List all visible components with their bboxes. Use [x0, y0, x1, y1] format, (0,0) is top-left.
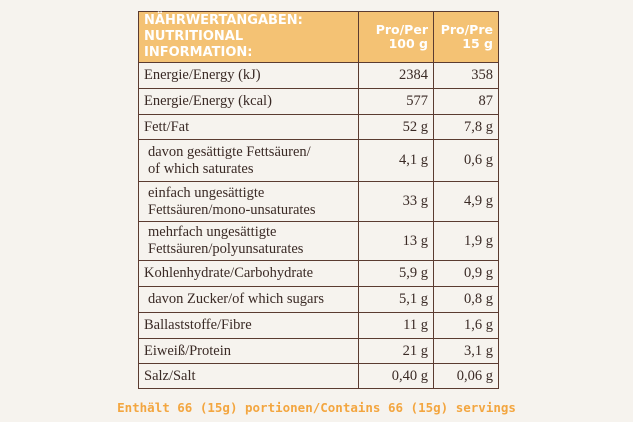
value-per-100g: 11 g: [358, 312, 434, 339]
value-per-100g: 2384: [358, 62, 434, 89]
servings-note: Enthält 66 (15g) portionen/Contains 66 (…: [117, 400, 516, 415]
value-per-15g: 7,8 g: [433, 114, 499, 140]
value-per-15g: 1,6 g: [433, 312, 499, 339]
nutrient-label: einfach ungesättigte Fettsäuren/mono-unsa…: [138, 181, 359, 222]
nutrient-row: mehrfach ungesättigte Fettsäuren/polyunsa…: [138, 221, 499, 261]
nutrient-label-line: Eiweiß/Protein: [144, 342, 231, 359]
nutrient-label: Kohlenhydrate/Carbohydrate: [138, 260, 359, 287]
value-per-15g: 4,9 g: [433, 181, 499, 222]
nutrient-label-line: Salz/Salt: [144, 367, 196, 384]
header-title-line: NUTRITIONAL INFORMATION:: [144, 29, 253, 60]
header-title-line: NÄHRWERTANGABEN:: [144, 13, 303, 28]
nutrient-label: mehrfach ungesättigte Fettsäuren/polyunsa…: [138, 221, 359, 261]
nutrient-label-line: Ballaststoffe/Fibre: [144, 317, 252, 333]
nutrient-label-line: einfach ungesättigte: [148, 184, 265, 201]
nutrient-label-line: mehrfach ungesättigte: [148, 224, 277, 240]
nutrient-label: Salz/Salt: [138, 363, 359, 389]
nutrient-label: davon Zucker/of which sugars: [138, 286, 359, 313]
value-per-15g: 1,9 g: [433, 221, 499, 261]
header-title: NÄHRWERTANGABEN: NUTRITIONAL INFORMATION:: [138, 11, 359, 63]
nutrient-label: Energie/Energy (kcal): [138, 88, 359, 115]
value-per-100g: 33 g: [358, 181, 434, 222]
value-per-100g: 13 g: [358, 221, 434, 261]
value-per-100g: 577: [358, 88, 434, 115]
nutrient-label: Fett/Fat: [138, 114, 359, 140]
header-col-line: Pro/Per: [375, 22, 428, 37]
header-col: Pro/Pre 15 g: [433, 11, 499, 63]
value-per-15g: 0,8 g: [433, 286, 499, 313]
nutrient-row: Energie/Energy (kcal) 577 87: [138, 88, 499, 115]
value-per-15g: 0,9 g: [433, 260, 499, 287]
nutrient-row: Kohlenhydrate/Carbohydrate 5,9 g 0,9 g: [138, 260, 499, 287]
nutrient-label-line: Energie/Energy (kJ): [144, 67, 261, 83]
value-per-100g: 4,1 g: [358, 139, 434, 182]
nutrient-label-line: davon Zucker/of which sugars: [148, 291, 324, 307]
nutrient-row: Fett/Fat 52 g 7,8 g: [138, 114, 499, 140]
nutrient-label: Eiweiß/Protein: [138, 338, 359, 364]
nutrient-row: Salz/Salt 0,40 g 0,06 g: [138, 363, 499, 389]
nutrition-table: NÄHRWERTANGABEN: NUTRITIONAL INFORMATION:…: [138, 11, 499, 389]
header-col-line: Pro/Pre: [440, 22, 493, 37]
value-per-100g: 52 g: [358, 114, 434, 140]
value-per-100g: 5,1 g: [358, 286, 434, 313]
value-per-100g: 21 g: [358, 338, 434, 364]
header-col: Pro/Per 100 g: [358, 11, 434, 63]
value-per-100g: 5,9 g: [358, 260, 434, 287]
nutrient-label-line: of which saturates: [148, 160, 254, 177]
nutrient-row: einfach ungesättigte Fettsäuren/mono-unsa…: [138, 181, 499, 222]
table-body: Energie/Energy (kJ) 2384 358 Energie/Energy…: [138, 62, 499, 389]
value-per-100g: 0,40 g: [358, 363, 434, 389]
nutrient-row: Energie/Energy (kJ) 2384 358: [138, 62, 499, 89]
nutrient-row: davon gesättigte Fettsäuren/of which sat…: [138, 139, 499, 182]
nutrient-row: davon Zucker/of which sugars 5,1 g 0,8 g: [138, 286, 499, 313]
value-per-15g: 358: [433, 62, 499, 89]
nutrient-label-line: Fettsäuren/polyunsaturates: [148, 241, 304, 257]
table-header: NÄHRWERTANGABEN: NUTRITIONAL INFORMATION:…: [138, 11, 499, 63]
value-per-15g: 0,06 g: [433, 363, 499, 389]
nutrient-label: davon gesättigte Fettsäuren/of which sat…: [138, 139, 359, 182]
value-per-15g: 87: [433, 88, 499, 115]
nutrient-label: Energie/Energy (kJ): [138, 62, 359, 89]
nutrient-label-line: Fettsäuren/mono-unsaturates: [148, 201, 316, 218]
nutrient-label-line: Fett/Fat: [144, 118, 190, 135]
nutrient-row: Ballaststoffe/Fibre 11 g 1,6 g: [138, 312, 499, 339]
value-per-15g: 3,1 g: [433, 338, 499, 364]
header-col-line: 100 g: [388, 36, 428, 51]
nutrient-row: Eiweiß/Protein 21 g 3,1 g: [138, 338, 499, 364]
header-col-line: 15 g: [462, 36, 493, 51]
header-row: NÄHRWERTANGABEN: NUTRITIONAL INFORMATION:…: [138, 11, 499, 63]
nutrient-label: Ballaststoffe/Fibre: [138, 312, 359, 339]
value-per-15g: 0,6 g: [433, 139, 499, 182]
nutrient-label-line: davon gesättigte Fettsäuren/: [148, 143, 311, 160]
nutrient-label-line: Kohlenhydrate/Carbohydrate: [144, 265, 314, 281]
table: NÄHRWERTANGABEN: NUTRITIONAL INFORMATION:…: [138, 11, 499, 389]
nutrient-label-line: Energie/Energy (kcal): [144, 93, 272, 109]
